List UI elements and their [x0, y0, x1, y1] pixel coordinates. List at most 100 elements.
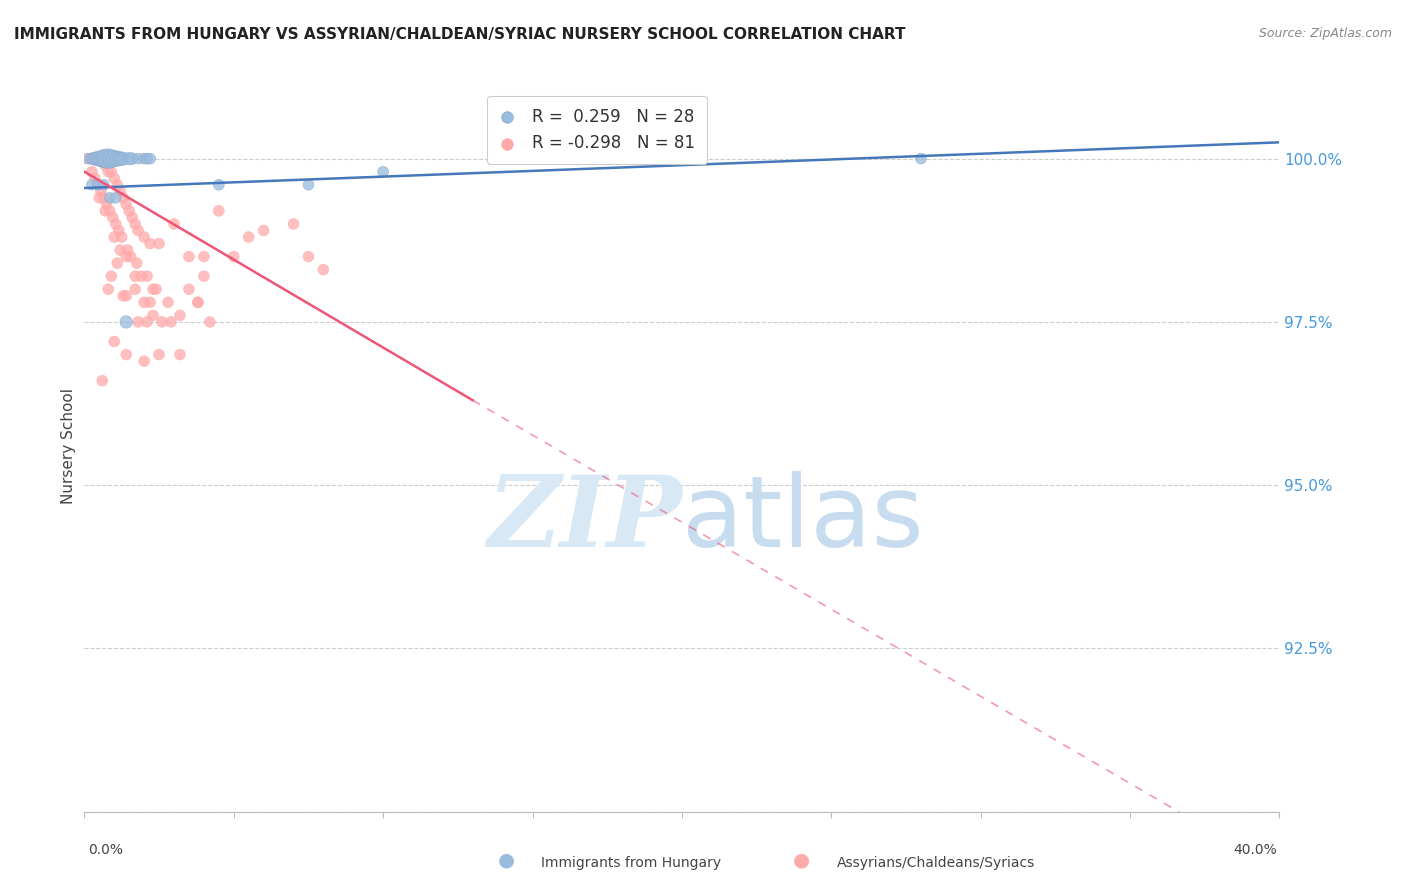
- Point: [371, 165, 394, 179]
- Point: [107, 223, 129, 237]
- Point: [100, 269, 122, 284]
- Point: [77, 152, 100, 166]
- Point: [132, 230, 156, 244]
- Point: [115, 348, 138, 362]
- Point: [91, 152, 114, 166]
- Point: [193, 269, 215, 284]
- Point: [177, 282, 200, 296]
- Point: [297, 178, 319, 192]
- Point: [118, 203, 141, 218]
- Y-axis label: Nursery School: Nursery School: [60, 388, 76, 504]
- Point: [124, 269, 146, 284]
- Text: Assyrians/Chaldeans/Syriacs: Assyrians/Chaldeans/Syriacs: [837, 855, 1035, 870]
- Point: [157, 295, 180, 310]
- Point: [89, 152, 111, 166]
- Point: [105, 256, 128, 270]
- Point: [132, 152, 156, 166]
- Point: [91, 152, 114, 166]
- Point: [103, 152, 125, 166]
- Point: [111, 230, 134, 244]
- Point: [139, 295, 162, 310]
- Point: [94, 203, 117, 218]
- Point: [208, 178, 231, 192]
- Point: [87, 178, 110, 192]
- Point: [100, 152, 122, 166]
- Point: [96, 197, 118, 211]
- Point: [136, 152, 159, 166]
- Point: [76, 152, 98, 166]
- Point: [93, 191, 115, 205]
- Point: [148, 348, 170, 362]
- Point: [79, 152, 101, 166]
- Text: 0.0%: 0.0%: [89, 843, 124, 857]
- Point: [238, 230, 260, 244]
- Point: [169, 348, 191, 362]
- Point: [127, 223, 149, 237]
- Point: [97, 282, 120, 296]
- Point: [105, 152, 128, 166]
- Point: [112, 152, 135, 166]
- Point: [103, 171, 125, 186]
- Point: [169, 309, 191, 323]
- Point: [98, 191, 121, 205]
- Point: [115, 315, 138, 329]
- Point: [145, 282, 167, 296]
- Point: [129, 269, 152, 284]
- Point: [117, 243, 139, 257]
- Point: [253, 223, 276, 237]
- Point: [283, 217, 305, 231]
- Point: [312, 262, 335, 277]
- Point: [187, 295, 209, 310]
- Point: [124, 282, 146, 296]
- Point: [100, 165, 122, 179]
- Point: [86, 152, 108, 166]
- Point: [101, 211, 124, 225]
- Point: [91, 374, 114, 388]
- Text: ●: ●: [498, 851, 515, 870]
- Point: [132, 295, 156, 310]
- Point: [103, 230, 125, 244]
- Point: [160, 315, 183, 329]
- Point: [163, 217, 186, 231]
- Point: [136, 269, 159, 284]
- Point: [136, 315, 159, 329]
- Point: [90, 184, 112, 198]
- Text: Immigrants from Hungary: Immigrants from Hungary: [541, 855, 721, 870]
- Point: [121, 211, 143, 225]
- Point: [110, 184, 132, 198]
- Text: Source: ZipAtlas.com: Source: ZipAtlas.com: [1258, 27, 1392, 40]
- Point: [89, 191, 111, 205]
- Point: [177, 250, 200, 264]
- Point: [104, 191, 127, 205]
- Point: [150, 315, 173, 329]
- Legend: R =  0.259   N = 28, R = -0.298   N = 81: R = 0.259 N = 28, R = -0.298 N = 81: [486, 96, 707, 163]
- Point: [120, 250, 142, 264]
- Point: [97, 152, 120, 166]
- Point: [222, 250, 245, 264]
- Point: [208, 203, 231, 218]
- Text: 40.0%: 40.0%: [1233, 843, 1277, 857]
- Point: [118, 152, 141, 166]
- Point: [142, 282, 165, 296]
- Point: [297, 250, 319, 264]
- Point: [139, 236, 162, 251]
- Point: [132, 354, 156, 368]
- Point: [115, 197, 138, 211]
- Point: [104, 217, 127, 231]
- Point: [127, 315, 149, 329]
- Point: [94, 158, 117, 172]
- Point: [910, 152, 932, 166]
- Point: [80, 165, 103, 179]
- Point: [87, 178, 110, 192]
- Point: [103, 334, 125, 349]
- Point: [139, 152, 162, 166]
- Point: [187, 295, 209, 310]
- Point: [112, 289, 135, 303]
- Point: [86, 152, 108, 166]
- Point: [94, 152, 117, 166]
- Point: [121, 152, 143, 166]
- Point: [98, 203, 121, 218]
- Point: [115, 289, 138, 303]
- Text: ●: ●: [793, 851, 810, 870]
- Point: [193, 250, 215, 264]
